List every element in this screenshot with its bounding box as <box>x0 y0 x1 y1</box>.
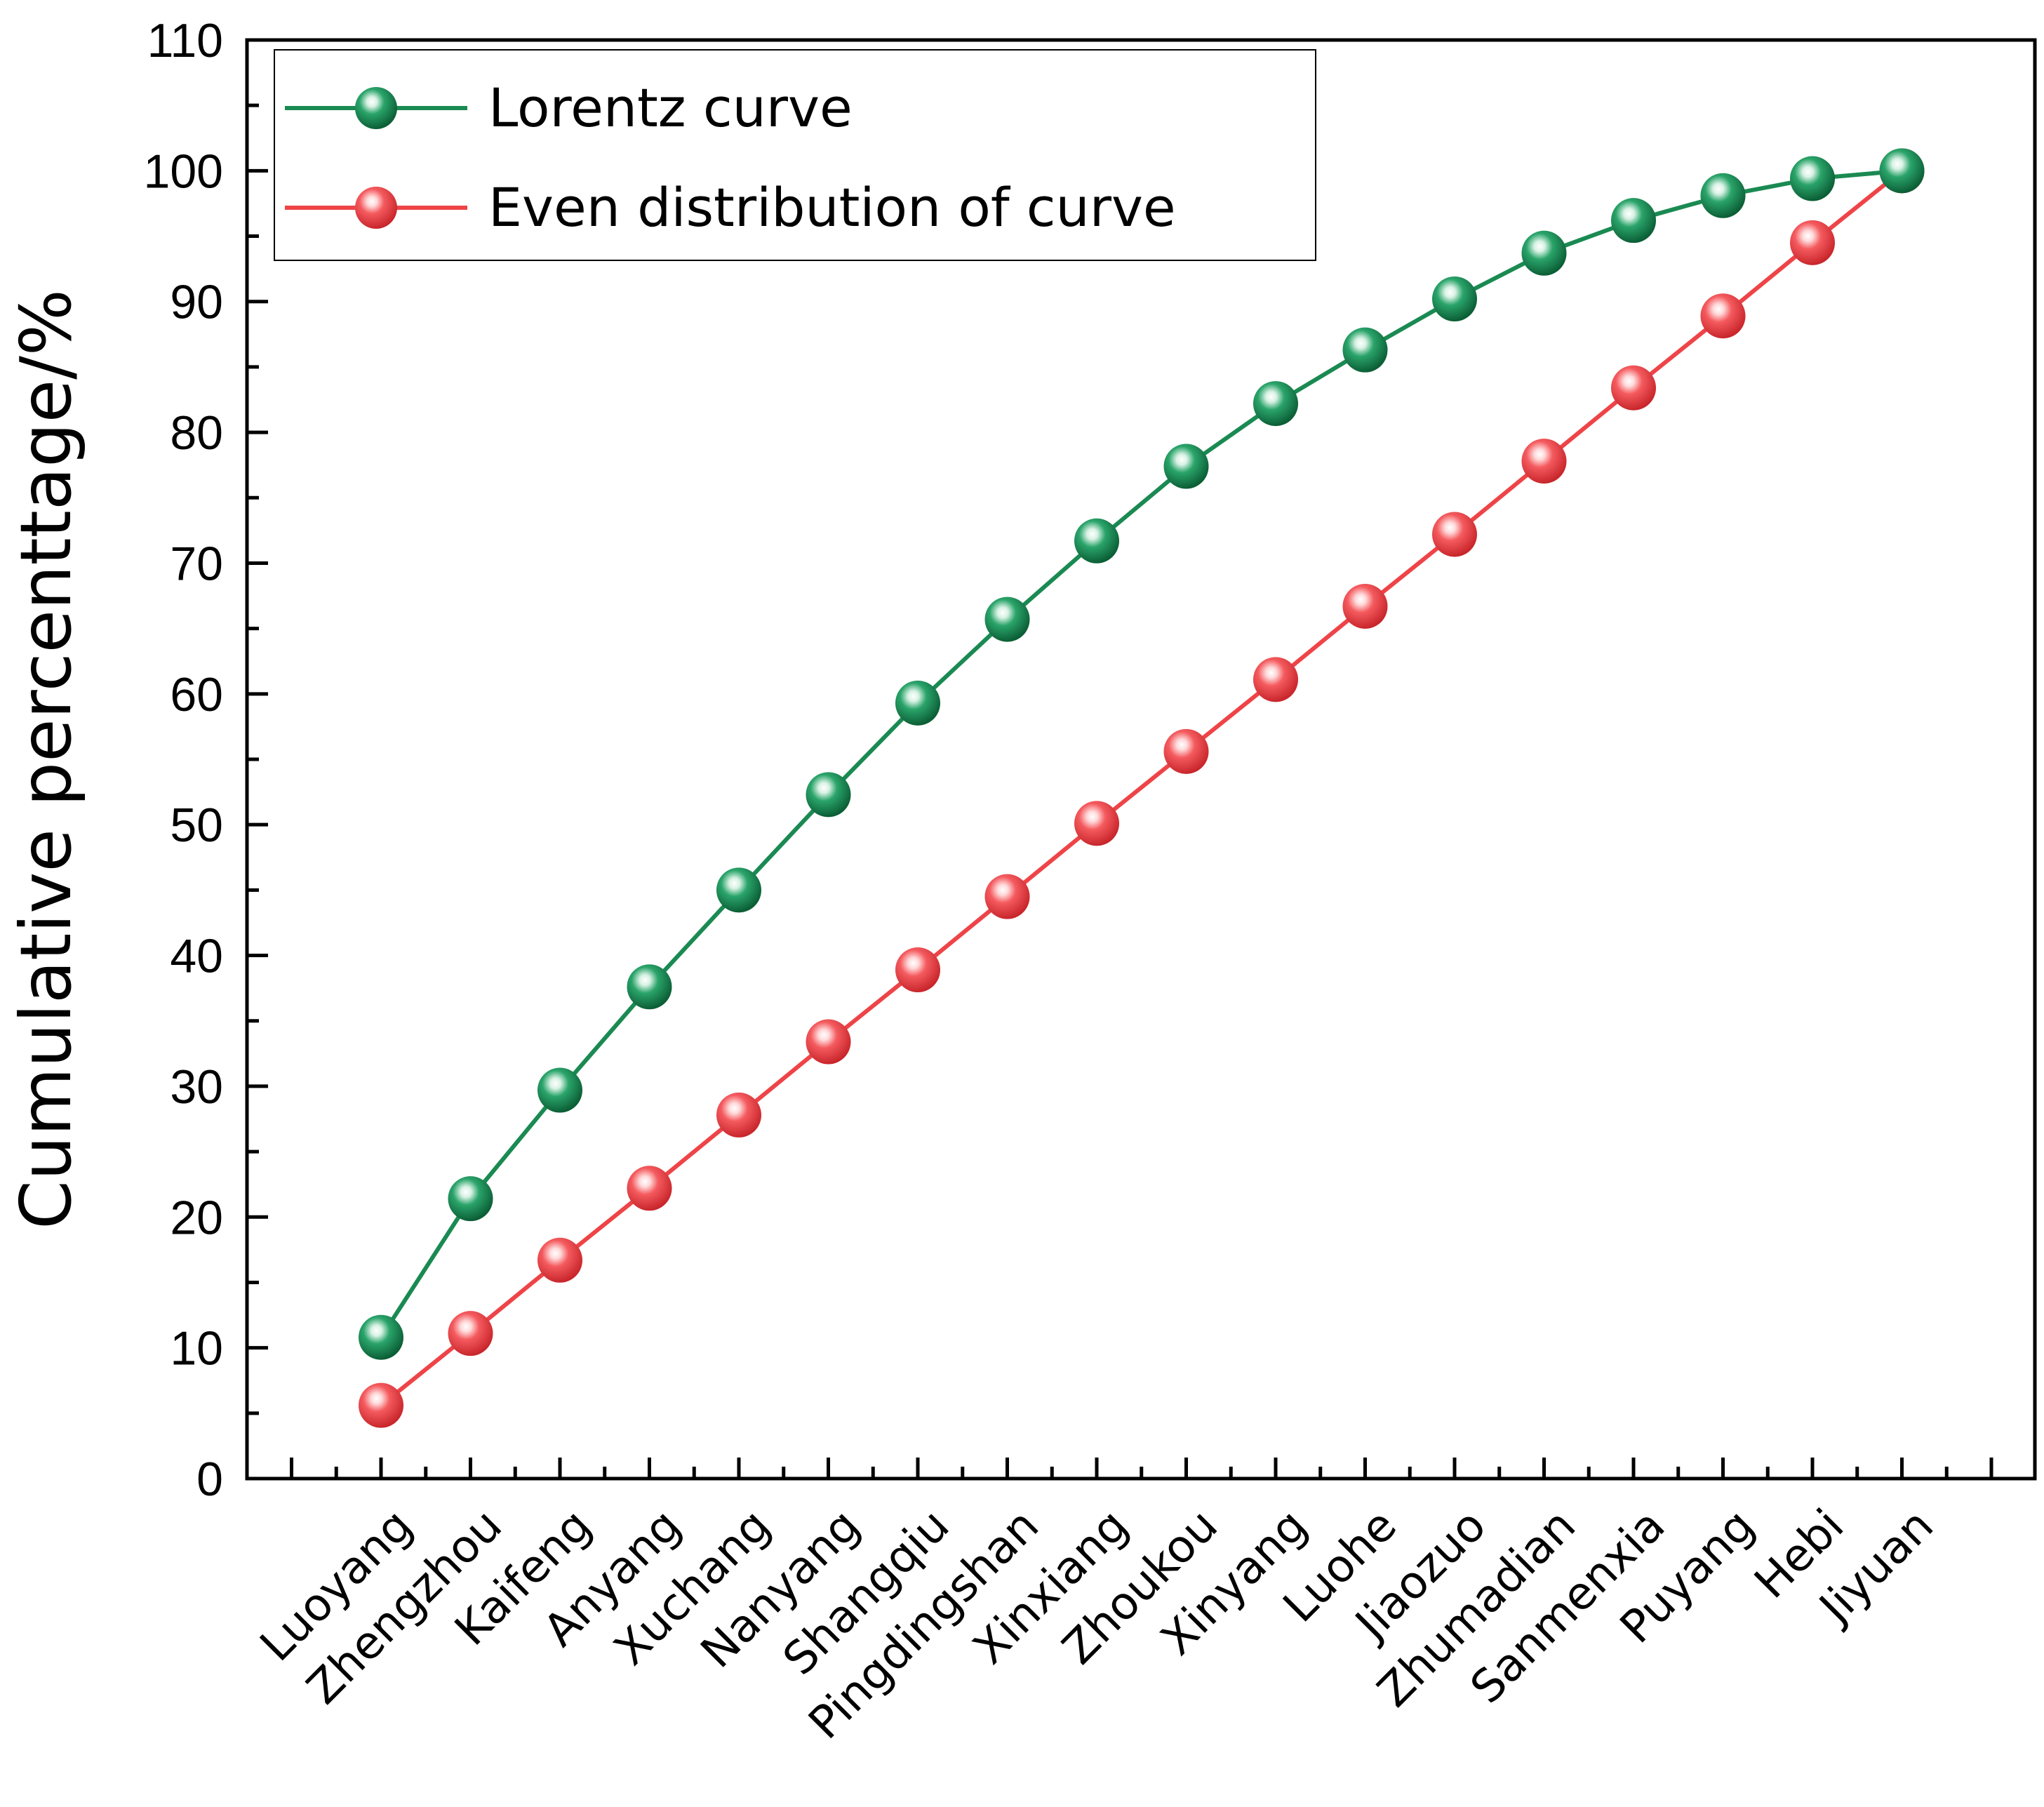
y-tick-label-50: 50 <box>170 799 223 852</box>
data-point-lorentz-sanmenxia <box>1611 198 1656 244</box>
y-axis-title: Cumulative percenttage/% <box>5 289 87 1229</box>
y-tick-label-80: 80 <box>170 406 223 460</box>
y-tick-label-20: 20 <box>170 1191 223 1244</box>
y-axis-tick-labels: 0 10 20 30 40 50 60 70 80 90 100 110 <box>144 14 223 1506</box>
y-tick-label-90: 90 <box>170 276 223 329</box>
legend-box <box>274 49 1316 261</box>
data-point-even-zhengzhou <box>448 1311 493 1356</box>
data-point-even-shangqiu <box>895 947 940 993</box>
data-point-even-luoyang <box>359 1382 403 1428</box>
data-point-lorentz-pingdingshan <box>984 596 1030 642</box>
data-point-even-hebi <box>1790 220 1835 265</box>
data-point-lorentz-zhoukou <box>1163 444 1209 489</box>
y-tick-label-110: 110 <box>147 14 223 67</box>
data-point-even-sanmenxia <box>1611 365 1656 411</box>
y-tick-label-10: 10 <box>170 1322 223 1375</box>
data-point-lorentz-xuchang <box>716 867 761 913</box>
y-tick-label-30: 30 <box>170 1060 223 1114</box>
data-point-lorentz-jiaozuo <box>1432 276 1477 321</box>
legend-label-lorentz: Lorentz curve <box>488 76 853 139</box>
data-point-even-zhoukou <box>1163 728 1209 774</box>
y-axis-ticks <box>247 38 268 1481</box>
y-tick-label-40: 40 <box>170 930 223 983</box>
y-tick-label-60: 60 <box>170 668 223 721</box>
data-point-lorentz-kaifeng <box>537 1067 582 1113</box>
x-axis-category-labels: LuoyangZhengzhouKaifengAnyangXuchangNany… <box>251 1500 1944 1749</box>
legend-marker-even <box>355 187 397 229</box>
x-axis-ticks <box>290 1458 1993 1479</box>
legend-marker-lorentz <box>355 87 397 129</box>
data-point-lorentz-jiyuan <box>1879 148 1925 194</box>
series-line-lorentz <box>379 168 1902 1339</box>
series-layer <box>359 148 1925 1428</box>
data-point-even-puyang <box>1700 293 1746 339</box>
data-point-lorentz-nanyang <box>806 772 851 818</box>
series-line-even <box>380 169 1904 1407</box>
data-point-lorentz-luoyang <box>359 1314 403 1360</box>
legend-label-even: Even distribution of curve <box>488 176 1176 239</box>
data-point-even-pingdingshan <box>984 874 1030 919</box>
y-tick-label-70: 70 <box>170 537 223 590</box>
data-point-even-jiaozuo <box>1432 512 1477 557</box>
legend: Lorentz curve Even distribution of curve <box>274 49 1316 261</box>
data-point-even-xinxiang <box>1074 801 1119 846</box>
data-point-lorentz-zhumadian <box>1521 230 1567 276</box>
data-point-even-anyang <box>627 1166 672 1211</box>
y-tick-label-0: 0 <box>196 1453 223 1506</box>
data-point-lorentz-xinxiang <box>1074 518 1119 564</box>
data-point-even-zhumadian <box>1521 439 1567 484</box>
data-point-lorentz-luohe <box>1342 327 1388 373</box>
y-tick-label-100: 100 <box>144 145 223 198</box>
data-point-lorentz-anyang <box>627 964 672 1010</box>
data-point-even-kaifeng <box>537 1237 582 1283</box>
data-point-even-luohe <box>1342 583 1388 629</box>
data-point-lorentz-shangqiu <box>895 680 940 726</box>
data-point-lorentz-hebi <box>1790 156 1835 201</box>
data-point-even-xinyang <box>1253 657 1298 702</box>
data-point-lorentz-xinyang <box>1253 381 1298 427</box>
data-point-even-xuchang <box>716 1092 761 1138</box>
data-point-even-nanyang <box>806 1019 851 1065</box>
data-point-lorentz-puyang <box>1700 173 1746 218</box>
data-point-lorentz-zhengzhou <box>448 1176 493 1222</box>
